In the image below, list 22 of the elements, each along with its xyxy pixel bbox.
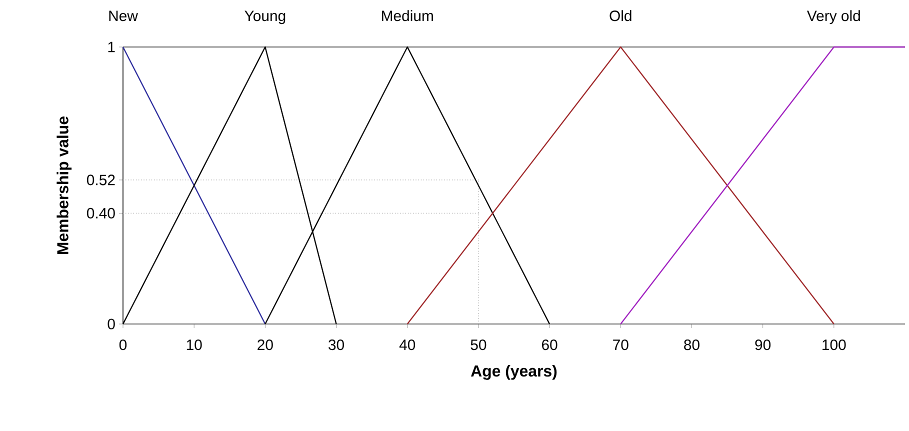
series-label: New — [109, 10, 138, 22]
series-label: Old — [610, 10, 632, 22]
x-tick-label: 40 — [399, 340, 416, 350]
x-tick-label: 90 — [755, 340, 771, 350]
y-tick-label: 0.40 — [86, 208, 115, 218]
x-tick-label: 100 — [822, 340, 846, 350]
y-tick-label: 0.52 — [86, 174, 115, 186]
y-tick-label: 1 — [108, 42, 115, 52]
series-label: Very old — [806, 10, 860, 24]
y-axis-title: Membership value — [56, 116, 72, 254]
x-tick-label: 70 — [613, 340, 628, 350]
x-axis-title: Age (years) — [470, 364, 557, 380]
x-tick-label: 0 — [119, 340, 127, 350]
x-tick-label: 30 — [328, 340, 344, 350]
text: Medium — [382, 10, 433, 22]
x-tick-label: 20 — [258, 340, 273, 350]
x-tick-label: 80 — [684, 340, 700, 350]
x-tick-label: 50 — [470, 340, 486, 350]
y-tick-label: 0 — [108, 318, 115, 330]
x-tick-label: 10 — [186, 340, 202, 350]
series-label: Young — [244, 10, 286, 24]
x-tick-label: 60 — [542, 340, 558, 350]
